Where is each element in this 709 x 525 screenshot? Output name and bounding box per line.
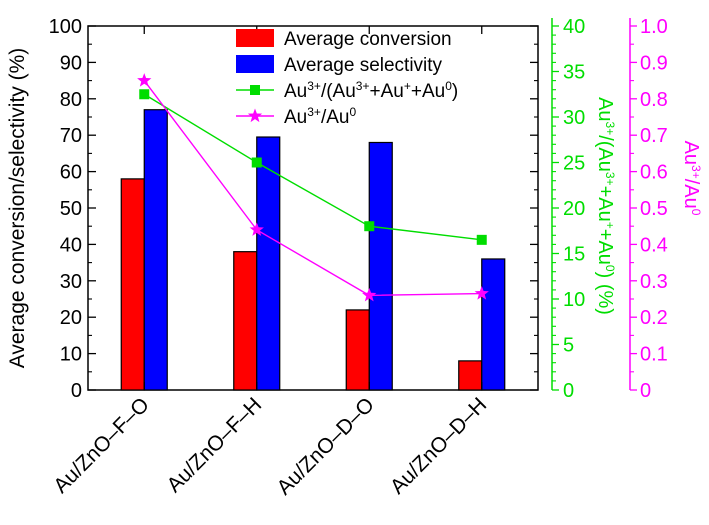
legend-label: Average conversion	[284, 29, 452, 50]
y-tick-label: 100	[49, 16, 82, 38]
y3-tick-label: 0.1	[640, 344, 668, 366]
y-tick-label: 0	[71, 380, 82, 402]
bar-conversion	[458, 360, 483, 391]
bars	[120, 109, 506, 391]
legend-swatch	[236, 55, 274, 73]
y3-tick-label: 0.5	[640, 198, 668, 220]
y2-tick-label: 20	[563, 198, 585, 220]
square-marker	[251, 157, 262, 168]
legend-swatch	[236, 29, 274, 47]
y-axis-label: Average conversion/selectivity (%)	[6, 48, 29, 369]
y3-tick-label: 0.7	[640, 125, 668, 147]
star-marker	[249, 222, 264, 236]
y-tick-label: 90	[60, 52, 82, 74]
line-series	[137, 73, 489, 302]
y2-tick-label: 30	[563, 107, 585, 129]
series-line-star	[143, 80, 482, 297]
x-tick-label: Au/ZnO–D–O	[273, 393, 379, 499]
y-tick-label: 20	[60, 307, 82, 329]
y2-tick-label: 40	[563, 16, 585, 38]
bar-selectivity	[368, 141, 393, 391]
bar-conversion	[120, 178, 145, 391]
y3-tick-label: 0.4	[640, 234, 668, 256]
y3-axis-label: Au3+/Au0	[680, 141, 703, 216]
y2-tick-label: 25	[563, 153, 585, 175]
y-tick-label: 80	[60, 89, 82, 111]
bar-conversion	[233, 251, 258, 391]
y3-tick-label: 0	[640, 380, 651, 402]
y-tick-label: 30	[60, 271, 82, 293]
legend-label: Au3+/(Au3++Au++Au0)	[284, 79, 458, 102]
star-marker	[362, 287, 377, 302]
bar-selectivity	[256, 136, 281, 391]
series-line-square	[143, 93, 482, 241]
x-tick-label: Au/ZnO–F–H	[163, 393, 267, 497]
y2-axis-label: Au3+/(Au3++Au++Au0) (%)	[594, 97, 617, 315]
bar-conversion	[345, 309, 370, 391]
bar-selectivity	[481, 258, 506, 391]
x-tick-label: Au/ZnO–D–H	[386, 393, 491, 498]
y3-tick-label: 0.8	[640, 89, 668, 111]
y3-tick-label: 0.6	[640, 162, 668, 184]
square-marker	[476, 234, 487, 245]
y2-tick-label: 35	[563, 62, 585, 84]
y-tick-label: 10	[60, 344, 82, 366]
y-tick-label: 50	[60, 198, 82, 220]
x-tick-label: Au/ZnO–F–O	[49, 393, 154, 498]
y-tick-label: 40	[60, 234, 82, 256]
square-marker	[139, 89, 150, 100]
y-tick-label: 70	[60, 125, 82, 147]
y2-tick-label: 10	[563, 289, 585, 311]
legend-star-marker	[247, 108, 263, 123]
legend-label: Average selectivity	[284, 55, 443, 76]
y-tick-label: 60	[60, 162, 82, 184]
star-marker	[474, 286, 489, 300]
y2-tick-label: 15	[563, 244, 585, 266]
y2-tick-label: 0	[563, 380, 574, 402]
legend-label: Au3+/Au0	[284, 105, 356, 128]
square-marker	[364, 221, 375, 232]
y3-tick-label: 0.9	[640, 52, 668, 74]
legend: Average conversion Average selectivity Au3…	[236, 29, 458, 128]
y2-tick-label: 5	[563, 335, 574, 357]
y3-tick-label: 1.0	[640, 16, 668, 38]
star-marker	[137, 73, 152, 87]
legend-square-marker	[250, 85, 260, 95]
y3-tick-label: 0.3	[640, 271, 668, 293]
bar-selectivity	[143, 109, 168, 391]
y3-tick-label: 0.2	[640, 307, 668, 329]
